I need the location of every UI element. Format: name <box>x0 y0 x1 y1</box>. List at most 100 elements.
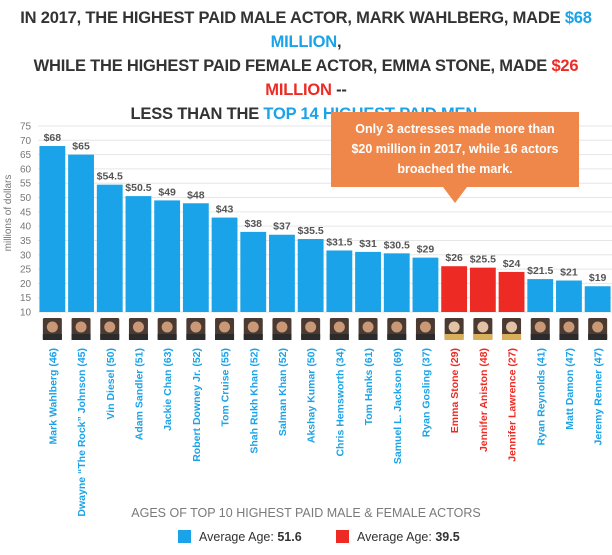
value-label: $43 <box>216 204 234 216</box>
category-label: Vin Diesel (50) <box>105 348 117 420</box>
value-label: $19 <box>589 272 607 284</box>
y-tick-label: 55 <box>20 179 32 190</box>
bar <box>211 217 238 312</box>
bar <box>269 234 295 312</box>
y-tick-label: 10 <box>20 308 32 319</box>
actor-photo-body <box>100 334 120 340</box>
actor-photo-body <box>272 334 292 340</box>
actor-photo-face <box>305 321 317 333</box>
category-label: Ryan Gosling (37) <box>420 348 432 437</box>
bar <box>182 203 209 312</box>
value-label: $65 <box>72 141 90 153</box>
actor-photo-face <box>534 321 546 333</box>
bar <box>383 253 410 312</box>
actor-photo-face <box>477 321 489 333</box>
actor-photo-body <box>42 334 62 340</box>
bar <box>297 239 324 312</box>
actor-photo-face <box>592 321 604 333</box>
y-tick-label: 60 <box>20 164 32 175</box>
actor-photo-body <box>415 334 435 340</box>
category-label: Akshay Kumar (50) <box>306 348 318 443</box>
actor-photo-body <box>71 334 91 340</box>
category-label: Mark Wahlberg (46) <box>47 348 59 444</box>
category-label: Dwayne “The Rock” Johnson (45) <box>76 348 88 517</box>
value-label: $35.5 <box>298 225 324 237</box>
actor-photo-face <box>190 321 202 333</box>
headline-text: LESS THAN THE <box>130 105 264 123</box>
category-label: Chris Hemsworth (34) <box>334 348 346 457</box>
actor-photo-face <box>46 321 58 333</box>
category-label: Matt Damon (47) <box>564 348 576 430</box>
value-label: $31 <box>359 238 377 250</box>
bar <box>326 250 353 312</box>
actor-photo-face <box>104 321 116 333</box>
legend-label: Average Age: 39.5 <box>357 530 460 544</box>
actor-photo-face <box>276 321 288 333</box>
value-label: $31.5 <box>326 236 352 248</box>
y-tick-label: 20 <box>20 279 32 290</box>
headline-highlight-red: $26 MILLION <box>265 57 579 99</box>
bar <box>355 251 381 312</box>
actor-photo-face <box>333 321 345 333</box>
actor-photo-face <box>506 321 518 333</box>
y-tick-label: 45 <box>20 207 32 218</box>
bar <box>412 257 439 312</box>
category-label: Samuel L. Jackson (69) <box>392 348 404 464</box>
value-label: $37 <box>273 221 291 233</box>
y-tick-label: 65 <box>20 150 32 161</box>
category-label: Tom Cruise (55) <box>220 348 232 427</box>
y-tick-label: 15 <box>20 293 32 304</box>
category-label: Jackie Chan (63) <box>162 348 174 431</box>
value-label: $24 <box>503 258 521 270</box>
headline-line-2: WHILE THE HIGHEST PAID FEMALE ACTOR, EMM… <box>0 54 612 102</box>
bar <box>441 266 468 312</box>
legend-label-text: Average Age: <box>199 530 277 544</box>
y-tick-label: 75 <box>20 122 32 133</box>
actor-photo-body <box>301 334 321 340</box>
y-tick-label: 35 <box>20 236 32 247</box>
y-tick-label: 25 <box>20 265 32 276</box>
legend-value: 51.6 <box>277 530 301 544</box>
bar <box>556 280 582 312</box>
actor-photo-body <box>559 334 579 340</box>
legend-value: 39.5 <box>435 530 459 544</box>
actor-photo-body <box>157 334 177 340</box>
category-label: Shah Rukh Khan (52) <box>248 348 260 454</box>
bar <box>39 146 66 312</box>
value-label: $29 <box>417 244 435 256</box>
value-label: $49 <box>158 186 176 198</box>
bar <box>584 286 611 312</box>
actor-photo-face <box>75 321 87 333</box>
category-label: Adam Sandler (51) <box>133 348 145 440</box>
headline-text: , <box>337 33 342 51</box>
actor-photo-face <box>161 321 173 333</box>
bar <box>527 279 554 312</box>
actor-photo-body <box>215 334 235 340</box>
actor-photo-body <box>128 334 148 340</box>
legend-swatch <box>178 530 191 543</box>
actor-photo-body <box>530 334 550 340</box>
value-label: $25.5 <box>470 254 496 266</box>
actor-photo-face <box>563 321 575 333</box>
category-label: Jennifer Aniston (48) <box>478 348 490 452</box>
headline-text: IN 2017, THE HIGHEST PAID MALE ACTOR, MA… <box>20 9 565 27</box>
y-axis-label: millions of dollars <box>3 175 14 252</box>
actor-photo-body <box>444 334 464 340</box>
category-label: Tom Hanks (61) <box>363 348 375 425</box>
value-label: $21.5 <box>527 265 553 277</box>
value-label: $30.5 <box>384 239 410 251</box>
bar <box>68 154 94 312</box>
category-label: Jeremy Renner (47) <box>593 348 605 445</box>
category-label: Robert Downey Jr. (52) <box>191 348 203 462</box>
callout-text: Only 3 actresses made more than <box>355 122 554 136</box>
y-tick-label: 70 <box>20 136 32 147</box>
value-label: $68 <box>44 132 62 144</box>
y-tick-label: 40 <box>20 222 32 233</box>
headline-text: WHILE THE HIGHEST PAID FEMALE ACTOR, EMM… <box>33 57 552 75</box>
actor-photo-body <box>387 334 407 340</box>
y-tick-label: 30 <box>20 250 32 261</box>
callout-text: broached the mark. <box>397 162 512 176</box>
actor-photo-body <box>329 334 349 340</box>
y-tick-label: 50 <box>20 193 32 204</box>
